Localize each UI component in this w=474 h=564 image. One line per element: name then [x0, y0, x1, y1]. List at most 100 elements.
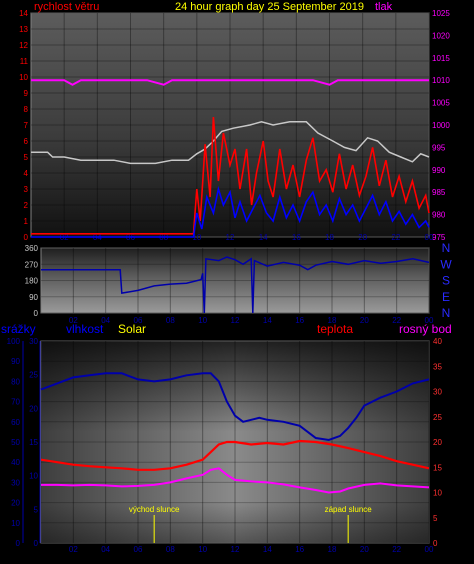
time-axis-tick: 16	[295, 545, 304, 554]
compass-label: W	[440, 257, 452, 271]
temperature-label: teplota	[317, 322, 353, 336]
temperature-axis-tick: 40	[433, 337, 442, 346]
pressure-axis-tick: 995	[432, 143, 446, 152]
pressure-axis-tick: 1025	[432, 9, 450, 18]
compass-label: S	[442, 274, 450, 288]
wind-axis-tick: 8	[24, 105, 29, 114]
humidity-axis-tick: 20	[29, 404, 38, 413]
wind-axis-tick: 3	[24, 185, 29, 194]
direction-axis-tick: 90	[29, 293, 38, 302]
time-axis-tick: 22	[391, 233, 400, 242]
time-axis-tick: 20	[360, 316, 369, 325]
temperature-line	[40, 439, 430, 471]
rain-axis-tick: 80	[11, 377, 20, 386]
temperature-axis-tick: 15	[433, 463, 442, 472]
temperature-axis-tick: 0	[433, 539, 438, 548]
temperature-axis-tick: 10	[433, 489, 442, 498]
wind-axis-tick: 9	[24, 89, 29, 98]
direction-axis-tick: 360	[25, 244, 39, 253]
wind-axis-tick: 2	[24, 201, 29, 210]
humidity-axis-tick: 0	[34, 539, 39, 548]
time-axis-tick: 14	[259, 233, 268, 242]
grid-lines	[22, 12, 430, 544]
time-axis-tick: 04	[101, 316, 110, 325]
rain-axis-tick: 0	[16, 539, 21, 548]
wind-axis-tick: 10	[19, 73, 28, 82]
wind-gust-line	[31, 116, 430, 235]
sunrise-label: východ slunce	[129, 505, 180, 514]
sunset-label: západ slunce	[325, 505, 373, 514]
rain-axis-tick: 60	[11, 418, 20, 427]
time-axis-tick: 02	[69, 545, 78, 554]
pressure-line	[31, 79, 429, 86]
direction-axis-tick: 180	[25, 277, 39, 286]
time-axis-tick: 04	[101, 545, 110, 554]
pressure-axis-tick: 985	[432, 188, 446, 197]
time-axis-tick: 08	[166, 316, 175, 325]
time-axis-tick: 16	[292, 233, 301, 242]
time-axis-tick: 22	[392, 316, 401, 325]
direction-panel-frame	[40, 247, 430, 314]
time-axis-tick: 16	[295, 316, 304, 325]
pressure-axis-tick: 1020	[432, 31, 450, 40]
rain-label: srážky	[1, 322, 36, 336]
pressure-axis-tick: 990	[432, 166, 446, 175]
humidity-label: vlhkost	[66, 322, 104, 336]
time-axis-tick: 00	[425, 316, 434, 325]
data-series	[31, 79, 430, 494]
wind-axis-tick: 11	[20, 57, 29, 66]
wind-panel-frame	[30, 12, 430, 238]
pressure-axis-tick: 1005	[432, 99, 450, 108]
time-axis-tick: 10	[198, 545, 207, 554]
wind-axis-tick: 12	[19, 41, 28, 50]
rain-axis-tick: 70	[11, 398, 20, 407]
grey-line	[31, 121, 430, 165]
pressure-axis-tick: 1010	[432, 76, 450, 85]
humidity-axis-tick: 10	[29, 472, 38, 481]
time-axis-tick: 06	[134, 545, 143, 554]
humidity-line	[40, 372, 430, 442]
wind-axis-tick: 6	[24, 137, 29, 146]
wind-axis-tick: 0	[24, 233, 29, 242]
time-axis-tick: 00	[425, 233, 434, 242]
compass-label: N	[442, 306, 451, 320]
wind-axis-tick: 14	[19, 9, 28, 18]
pressure-axis-tick: 1015	[432, 54, 450, 63]
direction-axis-tick: 270	[25, 260, 39, 269]
time-axis-tick: 10	[192, 233, 201, 242]
temperature-axis-tick: 30	[433, 388, 442, 397]
compass-label: N	[442, 241, 451, 255]
humidity-axis-tick: 15	[29, 438, 38, 447]
temperature-axis-tick: 35	[433, 362, 442, 371]
temperature-axis-tick: 5	[433, 514, 438, 523]
wind-axis-tick: 7	[24, 121, 29, 130]
time-axis-tick: 00	[425, 545, 434, 554]
dew-point-label: rosný bod	[399, 322, 452, 336]
rain-axis-tick: 100	[7, 337, 21, 346]
humidity-axis-tick: 5	[34, 505, 39, 514]
rain-axis-tick: 10	[11, 519, 20, 528]
time-axis-tick: 14	[263, 316, 272, 325]
wind-axis-tick: 13	[19, 25, 28, 34]
time-axis-tick: 20	[358, 233, 367, 242]
wind-axis-tick: 5	[24, 153, 29, 162]
time-axis-tick: 10	[198, 316, 207, 325]
wind-axis-tick: 1	[24, 217, 29, 226]
time-axis-tick: 02	[69, 316, 78, 325]
time-axis-tick: 18	[328, 316, 337, 325]
time-axis-tick: 06	[134, 316, 143, 325]
rain-axis-tick: 40	[11, 458, 20, 467]
wind-direction-line	[41, 256, 430, 314]
time-axis-tick: 18	[325, 233, 334, 242]
pressure-axis-tick: 975	[432, 233, 446, 242]
temperature-axis-tick: 25	[433, 413, 442, 422]
annotations: východ slunce západ slunce	[129, 505, 372, 543]
time-axis-tick: 18	[328, 545, 337, 554]
rain-axis-tick: 90	[11, 357, 20, 366]
time-axis-tick: 14	[263, 545, 272, 554]
time-axis-tick: 12	[231, 316, 240, 325]
wind-avg-line	[31, 185, 430, 238]
pressure-axis-tick: 1000	[432, 121, 450, 130]
